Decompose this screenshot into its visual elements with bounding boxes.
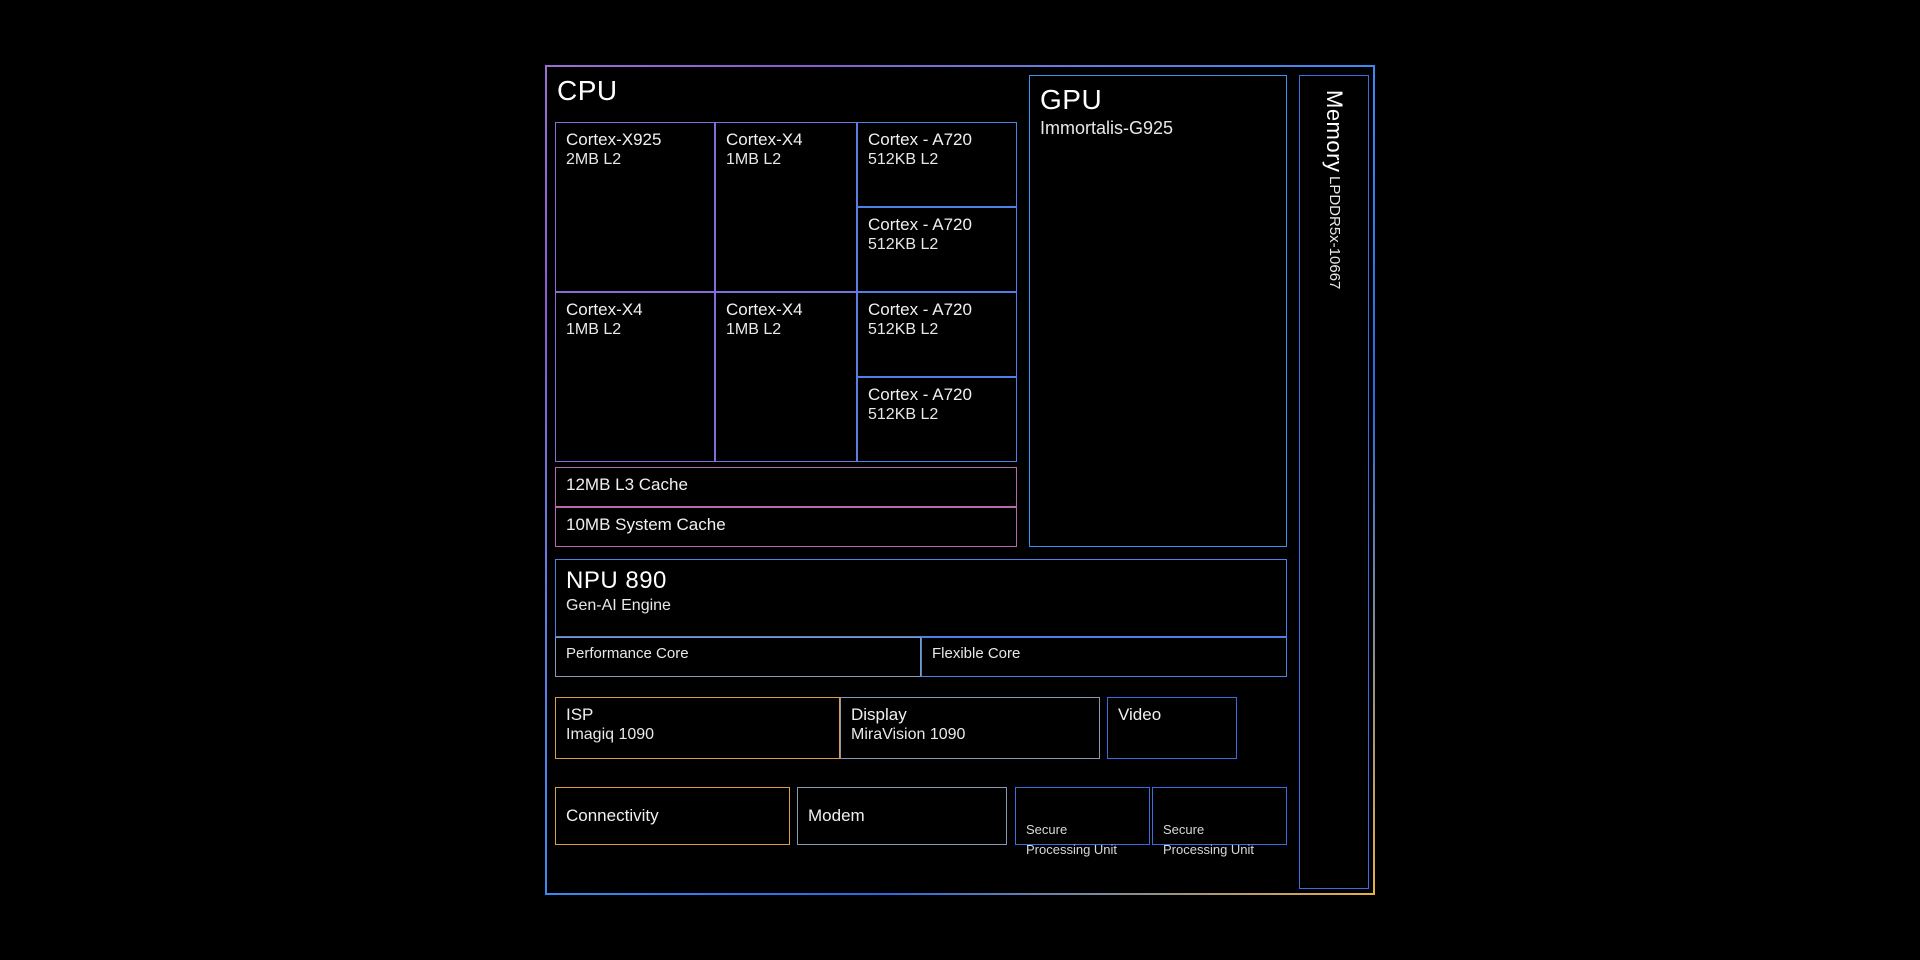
syscache-label: 10MB System Cache [566,515,726,534]
display-block: Display MiraVision 1090 [840,697,1100,759]
npu-perf-label: Performance Core [566,645,689,662]
core-cache: 1MB L2 [566,320,704,340]
gpu-title: GPU [1040,82,1276,117]
connectivity-label: Connectivity [566,805,659,826]
video-block: Video [1107,697,1237,759]
l3-label: 12MB L3 Cache [566,475,688,494]
core-a720-1: Cortex - A720 512KB L2 [857,122,1017,207]
soc-diagram: CPU Cortex-X925 2MB L2 Cortex-X4 1MB L2 … [545,65,1375,895]
system-cache: 10MB System Cache [555,507,1017,547]
core-a720-2: Cortex - A720 512KB L2 [857,207,1017,292]
display-title: Display [851,704,1089,725]
gpu-sub: Immortalis-G925 [1040,117,1276,140]
npu-flex-core: Flexible Core [921,637,1287,677]
core-x925: Cortex-X925 2MB L2 [555,122,715,292]
npu-title: NPU 890 [566,566,1276,596]
memory-sub: LPDDR5x-10667 [1326,176,1343,289]
npu-sub: Gen-AI Engine [566,596,1276,616]
core-name: Cortex - A720 [868,129,1006,150]
gpu-block: GPU Immortalis-G925 [1029,75,1287,547]
core-name: Cortex-X4 [726,129,846,150]
memory-block: Memory LPDDR5x-10667 [1299,75,1369,889]
connectivity-block: Connectivity [555,787,790,845]
video-title: Video [1118,704,1226,725]
isp-block: ISP Imagiq 1090 [555,697,840,759]
core-cache: 512KB L2 [868,235,1006,255]
npu-flex-label: Flexible Core [932,645,1020,662]
core-cache: 512KB L2 [868,320,1006,340]
core-x4-a: Cortex-X4 1MB L2 [715,122,857,292]
core-cache: 512KB L2 [868,150,1006,170]
modem-label: Modem [808,805,865,826]
core-x4-c: Cortex-X4 1MB L2 [715,292,857,462]
core-name: Cortex - A720 [868,384,1006,405]
core-cache: 2MB L2 [566,150,704,170]
core-a720-4: Cortex - A720 512KB L2 [857,377,1017,462]
memory-title: Memory [1322,90,1347,172]
core-name: Cortex - A720 [868,214,1006,235]
l3-cache: 12MB L3 Cache [555,467,1017,507]
display-sub: MiraVision 1090 [851,725,1089,745]
core-cache: 1MB L2 [726,320,846,340]
core-name: Cortex - A720 [868,299,1006,320]
spu-block-1: Secure Processing Unit [1015,787,1150,845]
isp-title: ISP [566,704,829,725]
modem-block: Modem [797,787,1007,845]
core-cache: 512KB L2 [868,405,1006,425]
core-cache: 1MB L2 [726,150,846,170]
core-name: Cortex-X4 [726,299,846,320]
core-name: Cortex-X925 [566,129,704,150]
cpu-block: CPU [547,67,1022,122]
spu1-label: Secure Processing Unit [1026,822,1117,857]
spu-block-2: Secure Processing Unit [1152,787,1287,845]
spu2-label: Secure Processing Unit [1163,822,1254,857]
npu-perf-core: Performance Core [555,637,921,677]
npu-block: NPU 890 Gen-AI Engine [555,559,1287,637]
isp-sub: Imagiq 1090 [566,725,829,745]
core-name: Cortex-X4 [566,299,704,320]
core-x4-b: Cortex-X4 1MB L2 [555,292,715,462]
cpu-title: CPU [557,75,618,106]
core-a720-3: Cortex - A720 512KB L2 [857,292,1017,377]
